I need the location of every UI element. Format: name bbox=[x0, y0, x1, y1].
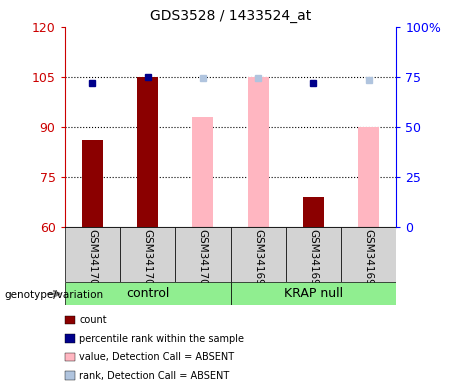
Text: value, Detection Call = ABSENT: value, Detection Call = ABSENT bbox=[79, 352, 234, 362]
Bar bbox=[82, 140, 103, 227]
Bar bbox=[303, 197, 324, 227]
Text: GSM341697: GSM341697 bbox=[253, 229, 263, 293]
Bar bbox=[341, 227, 396, 282]
Text: rank, Detection Call = ABSENT: rank, Detection Call = ABSENT bbox=[79, 371, 230, 381]
Title: GDS3528 / 1433524_at: GDS3528 / 1433524_at bbox=[150, 9, 311, 23]
Bar bbox=[65, 227, 120, 282]
Text: GSM341699: GSM341699 bbox=[364, 229, 374, 293]
Bar bbox=[137, 77, 158, 227]
Bar bbox=[286, 227, 341, 282]
Text: GSM341702: GSM341702 bbox=[198, 229, 208, 293]
Text: control: control bbox=[126, 287, 169, 300]
Text: genotype/variation: genotype/variation bbox=[5, 290, 104, 300]
Text: KRAP null: KRAP null bbox=[284, 287, 343, 300]
Bar bbox=[230, 282, 396, 305]
Bar bbox=[248, 77, 269, 227]
Bar bbox=[230, 227, 286, 282]
Text: GSM341701: GSM341701 bbox=[142, 229, 153, 293]
Bar bbox=[358, 127, 379, 227]
Bar bbox=[120, 227, 175, 282]
Text: percentile rank within the sample: percentile rank within the sample bbox=[79, 334, 244, 344]
Text: GSM341698: GSM341698 bbox=[308, 229, 319, 293]
Bar bbox=[65, 282, 230, 305]
Text: count: count bbox=[79, 315, 107, 325]
Bar bbox=[175, 227, 230, 282]
Text: GSM341700: GSM341700 bbox=[87, 229, 97, 293]
Bar bbox=[192, 117, 213, 227]
